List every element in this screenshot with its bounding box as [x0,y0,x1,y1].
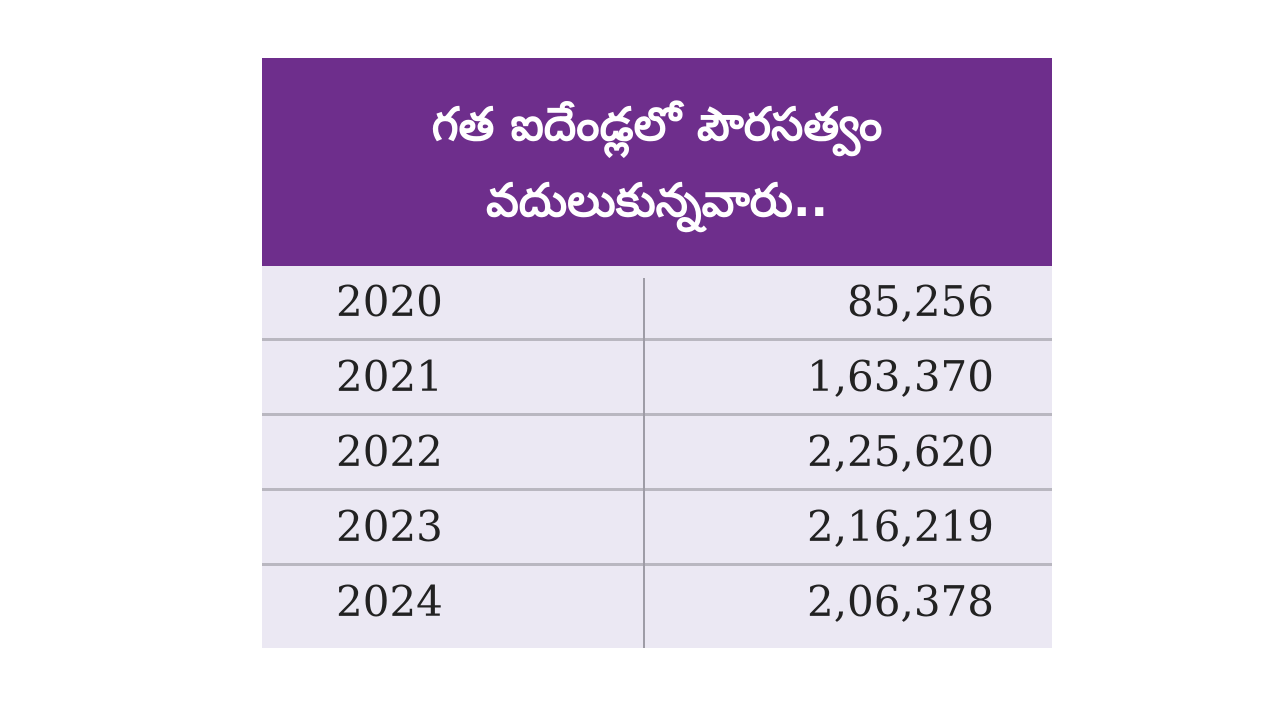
table-row: 2023 2,16,219 [262,491,1052,563]
year-cell: 2023 [336,502,443,551]
year-cell: 2020 [336,277,443,326]
row-divider [262,338,1052,341]
table-row: 2024 2,06,378 [262,566,1052,638]
row-divider [262,413,1052,416]
value-cell: 85,256 [847,277,994,326]
year-cell: 2024 [336,577,443,626]
table-row: 2022 2,25,620 [262,416,1052,488]
table-row: 2020 85,256 [262,266,1052,338]
column-divider [643,278,645,648]
title-line-2: వదులుకున్నవారు.. [486,173,828,227]
value-cell: 2,16,219 [806,502,994,551]
row-divider [262,488,1052,491]
value-cell: 1,63,370 [806,352,994,401]
table-row: 2021 1,63,370 [262,341,1052,413]
table-header: గత ఐదేండ్లలో పౌరసత్వం వదులుకున్నవారు.. [262,58,1052,266]
year-cell: 2022 [336,427,443,476]
value-cell: 2,25,620 [806,427,994,476]
data-table: 2020 85,256 2021 1,63,370 2022 2,25,620 … [262,266,1052,648]
row-divider [262,563,1052,566]
value-cell: 2,06,378 [806,577,994,626]
citizenship-table-card: గత ఐదేండ్లలో పౌరసత్వం వదులుకున్నవారు.. 2… [262,58,1052,648]
title-line-1: గత ఐదేండ్లలో పౌరసత్వం [431,97,883,151]
year-cell: 2021 [336,352,443,401]
